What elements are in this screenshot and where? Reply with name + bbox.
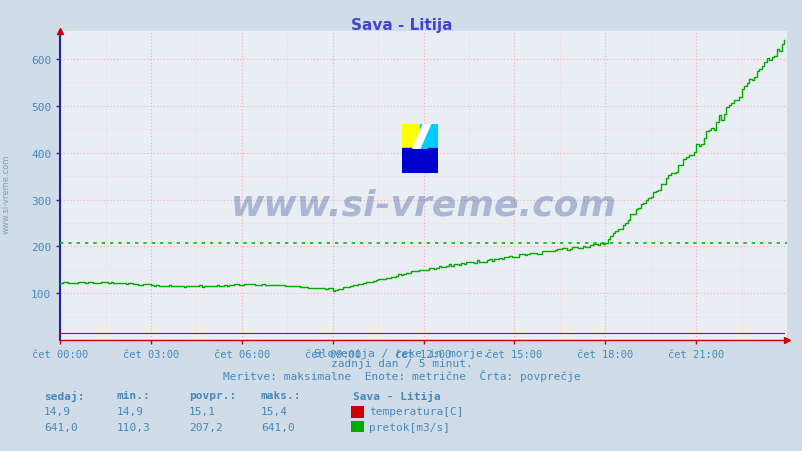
- Text: temperatura[C]: temperatura[C]: [369, 406, 464, 416]
- Text: 14,9: 14,9: [44, 406, 71, 416]
- Text: Sava - Litija: Sava - Litija: [353, 390, 440, 401]
- Polygon shape: [419, 124, 438, 149]
- Text: 641,0: 641,0: [261, 422, 294, 432]
- Text: Sava - Litija: Sava - Litija: [350, 18, 452, 33]
- Text: maks.:: maks.:: [261, 390, 301, 400]
- Polygon shape: [401, 124, 419, 149]
- Text: www.si-vreme.com: www.si-vreme.com: [2, 154, 11, 234]
- Text: Slovenija / reke in morje.: Slovenija / reke in morje.: [314, 348, 488, 358]
- Text: Meritve: maksimalne  Enote: metrične  Črta: povprečje: Meritve: maksimalne Enote: metrične Črta…: [222, 369, 580, 381]
- Text: 15,1: 15,1: [188, 406, 216, 416]
- Bar: [401, 149, 438, 174]
- Text: www.si-vreme.com: www.si-vreme.com: [230, 188, 616, 221]
- Text: 641,0: 641,0: [44, 422, 78, 432]
- Text: 110,3: 110,3: [116, 422, 150, 432]
- Polygon shape: [412, 124, 431, 149]
- Text: povpr.:: povpr.:: [188, 390, 236, 400]
- Text: sedaj:: sedaj:: [44, 390, 84, 401]
- Text: pretok[m3/s]: pretok[m3/s]: [369, 422, 450, 432]
- Text: 15,4: 15,4: [261, 406, 288, 416]
- Text: 14,9: 14,9: [116, 406, 144, 416]
- Polygon shape: [415, 124, 438, 149]
- Text: min.:: min.:: [116, 390, 150, 400]
- Text: 207,2: 207,2: [188, 422, 222, 432]
- Text: zadnji dan / 5 minut.: zadnji dan / 5 minut.: [330, 359, 472, 368]
